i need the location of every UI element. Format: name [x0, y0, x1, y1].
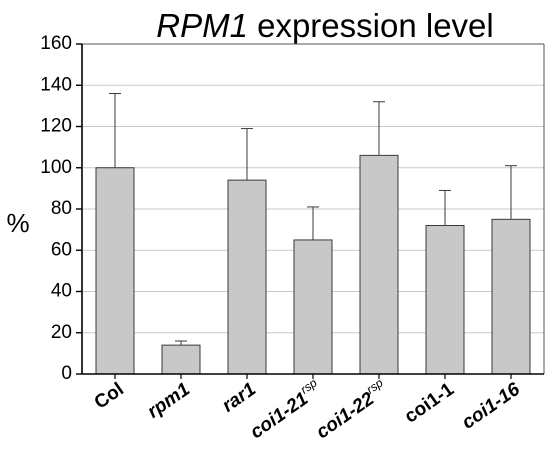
bar-0 [95, 167, 135, 375]
y-tick-label: 140 [40, 74, 72, 95]
chart-title-italic: RPM1 [156, 7, 248, 44]
bar-3 [293, 239, 333, 375]
x-tick-label-text: coi1-16 [458, 379, 524, 434]
y-tick-label: 120 [40, 116, 72, 137]
bars [95, 154, 531, 375]
x-tick-label: rar1 [218, 379, 259, 417]
y-tick-label: 20 [51, 322, 72, 343]
y-tick-label: 160 [40, 33, 72, 54]
x-tick-label: rpm1 [144, 379, 194, 423]
x-tick-label-text: Col [91, 379, 128, 414]
x-tick-label-text: coi1-22 [313, 388, 379, 443]
chart-title: RPM1 expression level [156, 7, 493, 44]
bar-1 [161, 344, 201, 375]
bar-4 [359, 154, 399, 375]
x-tick-label: coi1-22rsp [310, 375, 392, 443]
y-tick-label: 80 [51, 198, 72, 219]
x-tick-label-text: rpm1 [144, 379, 194, 423]
y-tick-labels: 0 20 40 60 80 100 120 140 160 [40, 33, 72, 384]
y-tick-label: 40 [51, 281, 72, 302]
y-tick-label: 100 [40, 157, 72, 178]
y-axis-label: % [6, 208, 29, 238]
y-tick-label: 60 [51, 239, 72, 260]
x-tick-label-text: coi1-1 [401, 379, 458, 428]
x-tick-label-text: rar1 [218, 379, 259, 417]
bar-6 [491, 218, 531, 375]
x-tick-label: coi1-21rsp [244, 375, 326, 443]
error-bars [109, 93, 517, 346]
x-tick-label: coi1-1 [401, 379, 458, 428]
axes [76, 43, 545, 379]
x-tick-label: coi1-16 [458, 379, 524, 434]
bar-2 [227, 179, 267, 375]
bar-5 [425, 225, 465, 375]
chart-title-rest: expression level [248, 7, 494, 44]
y-tick-label: 0 [61, 363, 72, 384]
x-tick-label: Col [91, 379, 128, 414]
